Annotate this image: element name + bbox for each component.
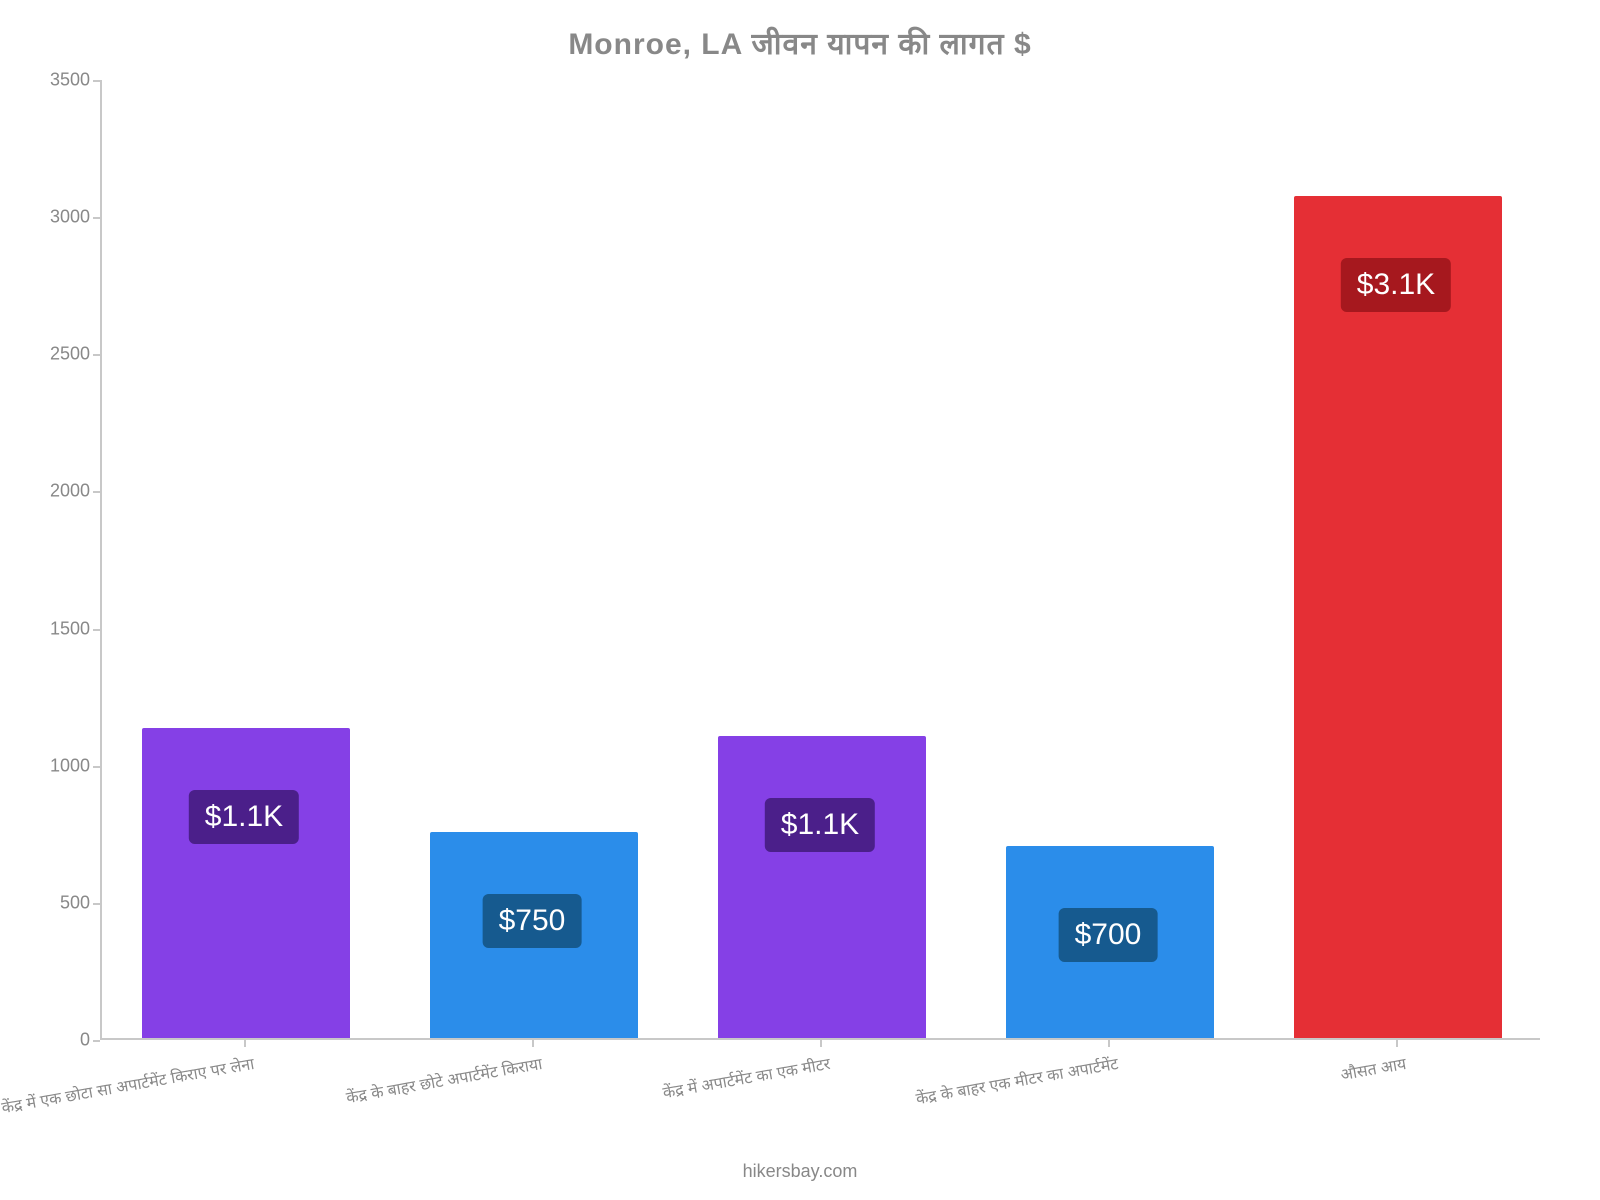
y-tick-label: 3500: [0, 70, 90, 91]
x-tick-label: केंद्र के बाहर एक मीटर का अपार्टमेंट: [914, 1052, 1120, 1109]
bar: [142, 728, 349, 1038]
x-tick-label: केंद्र में एक छोटा सा अपार्टमेंट किराए प…: [0, 1052, 256, 1118]
y-tick-mark: [93, 217, 100, 219]
y-tick-mark: [93, 903, 100, 905]
bar: [1294, 196, 1501, 1038]
y-tick-mark: [93, 491, 100, 493]
x-tick-label: औसत आय: [1339, 1052, 1408, 1085]
bar-value-label: $750: [483, 894, 582, 948]
x-tick-label: केंद्र के बाहर छोटे अपार्टमेंट किराया: [344, 1052, 544, 1108]
y-tick-label: 500: [0, 892, 90, 913]
y-tick-label: 1500: [0, 618, 90, 639]
y-tick-label: 3000: [0, 207, 90, 228]
bars-layer: [102, 80, 1540, 1038]
chart-footer: hikersbay.com: [0, 1161, 1600, 1182]
x-tick-mark: [244, 1040, 246, 1047]
bar: [718, 736, 925, 1038]
y-tick-label: 0: [0, 1030, 90, 1051]
x-tick-mark: [532, 1040, 534, 1047]
y-tick-label: 2500: [0, 344, 90, 365]
x-tick-mark: [1396, 1040, 1398, 1047]
y-tick-mark: [93, 1040, 100, 1042]
y-tick-label: 1000: [0, 755, 90, 776]
y-tick-mark: [93, 80, 100, 82]
chart-title: Monroe, LA जीवन यापन की लागत $: [0, 22, 1600, 63]
bar-value-label: $1.1K: [189, 790, 299, 844]
bar-value-label: $700: [1059, 908, 1158, 962]
x-tick-mark: [1108, 1040, 1110, 1047]
bar-value-label: $1.1K: [765, 798, 875, 852]
x-tick-label: केंद्र में अपार्टमेंट का एक मीटर: [661, 1052, 832, 1103]
plot-area: [100, 80, 1540, 1040]
cost-of-living-chart: Monroe, LA जीवन यापन की लागत $ hikersbay…: [0, 0, 1600, 1200]
y-tick-mark: [93, 354, 100, 356]
y-tick-mark: [93, 766, 100, 768]
bar-value-label: $3.1K: [1341, 258, 1451, 312]
y-tick-mark: [93, 629, 100, 631]
y-tick-label: 2000: [0, 481, 90, 502]
x-tick-mark: [820, 1040, 822, 1047]
